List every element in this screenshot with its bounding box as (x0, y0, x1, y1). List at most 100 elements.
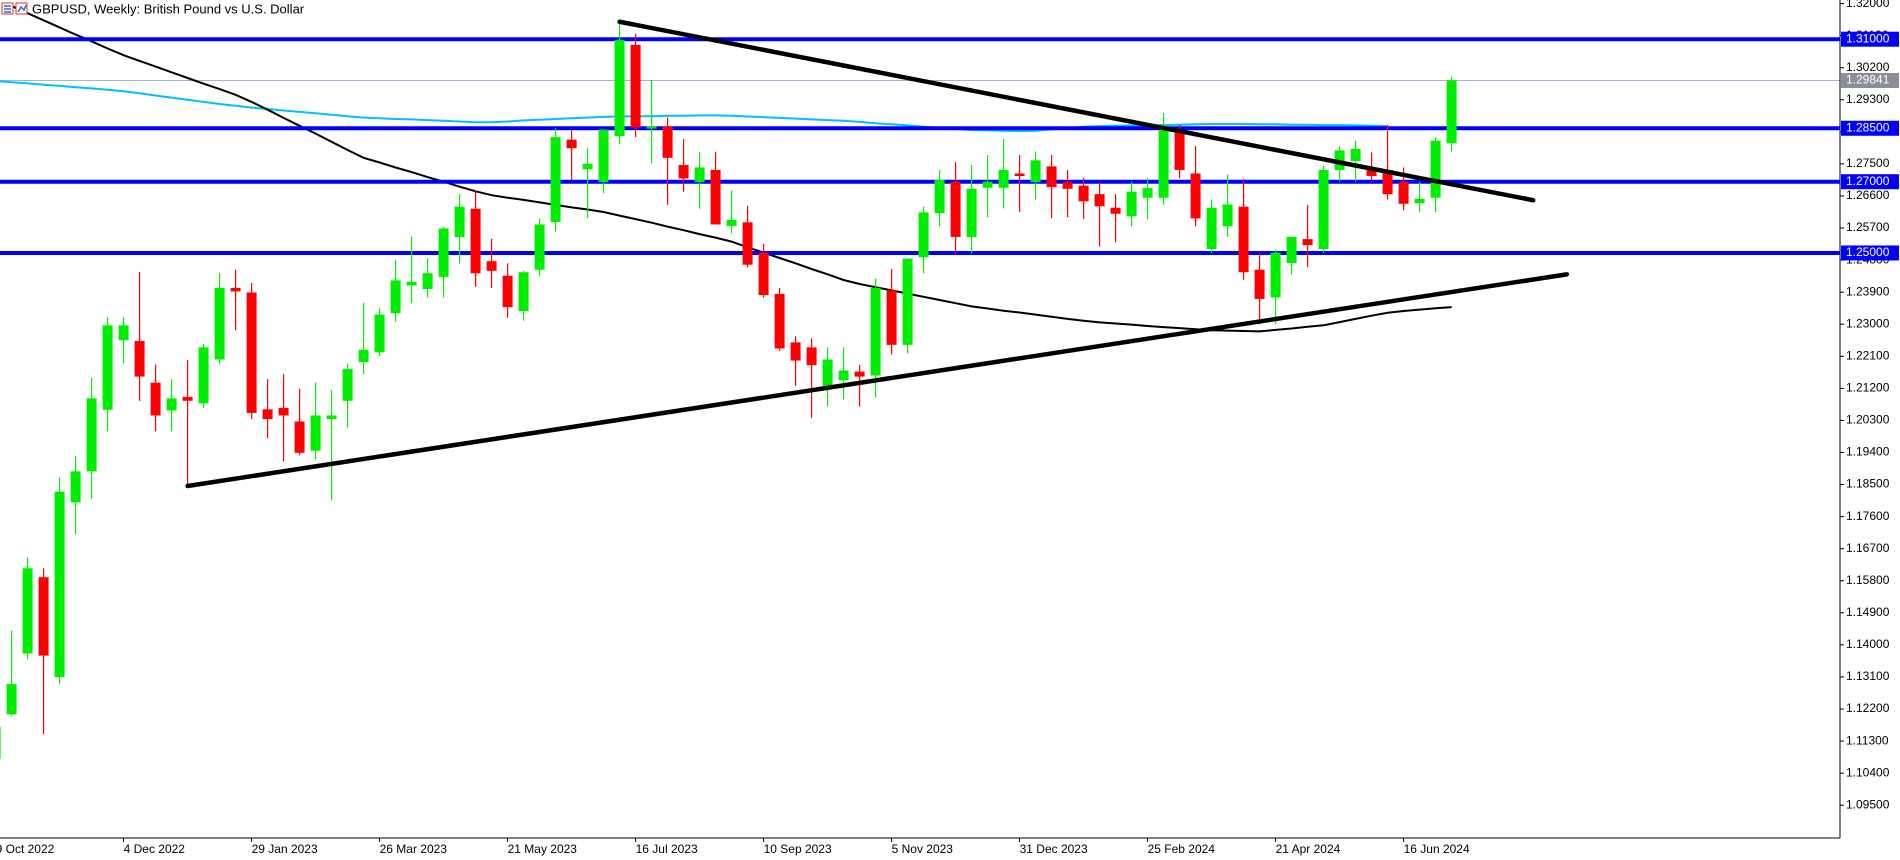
candle-body (598, 129, 609, 183)
symbol-icon (1, 2, 28, 15)
candle-body (294, 421, 305, 453)
candle-body (1142, 188, 1153, 198)
candle-body (150, 382, 161, 416)
candle-body (710, 169, 721, 225)
candle-body (278, 407, 289, 416)
candle-body (166, 398, 177, 411)
candle-body (390, 280, 401, 314)
level-box (1841, 174, 1899, 190)
candle-body (246, 292, 257, 413)
candle-body (934, 179, 945, 214)
y-tick-label: 1.14000 (1846, 637, 1890, 651)
level-label: 1.27000 (1846, 174, 1890, 188)
candle-body (470, 208, 481, 274)
y-tick-label: 1.14900 (1846, 605, 1890, 619)
candle-body (902, 258, 913, 345)
y-tick-label: 1.18500 (1846, 477, 1890, 491)
candle-body (1254, 269, 1265, 299)
plot-area (0, 5, 1840, 759)
candle-body (198, 347, 209, 404)
candle-body (870, 287, 881, 376)
candle-body (262, 409, 273, 419)
candle-body (358, 349, 369, 362)
candle-body (86, 398, 97, 472)
y-tick-label: 1.15800 (1846, 573, 1890, 587)
candle-body (1046, 166, 1057, 188)
candle-body (342, 369, 353, 401)
candle-body (854, 371, 865, 377)
candle-body (982, 181, 993, 188)
candle-body (374, 314, 385, 353)
candle-body (950, 181, 961, 237)
candle-body (838, 370, 849, 381)
y-tick-label: 1.23000 (1846, 316, 1890, 330)
chart-title: GBPUSD, Weekly: British Pound vs U.S. Do… (32, 1, 305, 16)
y-tick-label: 1.10400 (1846, 765, 1890, 779)
candle-body (54, 491, 65, 677)
y-tick-label: 1.11300 (1846, 733, 1889, 747)
candle-body (102, 325, 113, 410)
y-tick-label: 1.20300 (1846, 413, 1890, 427)
y-tick-label: 1.32000 (1846, 0, 1890, 10)
candle-body (742, 222, 753, 265)
x-tick-label: 31 Dec 2023 (1020, 842, 1088, 856)
y-tick-label: 1.09500 (1846, 797, 1890, 811)
last-price-label: 1.29841 (1846, 73, 1890, 87)
candle-body (1238, 206, 1249, 273)
candle-body (230, 287, 241, 292)
candle-body (6, 684, 17, 715)
x-tick-label: 16 Jun 2024 (1404, 842, 1470, 856)
candle-body (534, 224, 545, 270)
candle-body (966, 188, 977, 237)
candle-body (0, 726, 1, 759)
candle-body (1446, 80, 1457, 144)
candle-body (1350, 148, 1361, 162)
level-label: 1.25000 (1846, 245, 1890, 259)
candle-body (1078, 185, 1089, 202)
candle-body (134, 340, 145, 377)
candle-body (678, 164, 689, 179)
candle-body (1030, 160, 1041, 183)
candle-body (70, 471, 81, 503)
candle-body (1382, 169, 1393, 195)
candle-body (1398, 182, 1409, 204)
candle-body (406, 281, 417, 286)
candle-body (918, 212, 929, 258)
level-label: 1.31000 (1846, 31, 1890, 45)
y-tick-label: 1.17600 (1846, 509, 1890, 523)
candle-body (758, 252, 769, 296)
candle-body (726, 219, 737, 226)
x-tick-label: 21 Apr 2024 (1276, 842, 1341, 856)
candle-body (422, 273, 433, 289)
candle-body (614, 39, 625, 137)
candle-body (1158, 130, 1169, 198)
level-box (1841, 31, 1899, 47)
level-box (1841, 120, 1899, 136)
y-tick-label: 1.25700 (1846, 220, 1890, 234)
candle-body (518, 272, 529, 312)
candle-body (694, 167, 705, 183)
candle-body (1190, 173, 1201, 219)
x-tick-label: 29 Jan 2023 (252, 842, 318, 856)
candle-body (662, 126, 673, 158)
candle-body (774, 293, 785, 349)
candle-body (582, 163, 593, 170)
candle-body (886, 290, 897, 345)
candle-body (1062, 182, 1073, 189)
candle-body (38, 577, 49, 656)
candle-body (22, 568, 33, 654)
x-tick-label: 16 Jul 2023 (636, 842, 698, 856)
candle-body (790, 342, 801, 361)
candle-body (118, 325, 129, 341)
candle-body (486, 261, 497, 271)
y-tick-label: 1.12200 (1846, 701, 1890, 715)
x-tick-label: 4 Dec 2022 (124, 842, 186, 856)
x-tick-label: 5 Nov 2023 (892, 842, 954, 856)
candle-body (214, 287, 225, 360)
y-tick-label: 1.27500 (1846, 156, 1890, 170)
y-tick-label: 1.21200 (1846, 381, 1890, 395)
candle-body (1270, 252, 1281, 298)
x-tick-label: 10 Sep 2023 (764, 842, 832, 856)
